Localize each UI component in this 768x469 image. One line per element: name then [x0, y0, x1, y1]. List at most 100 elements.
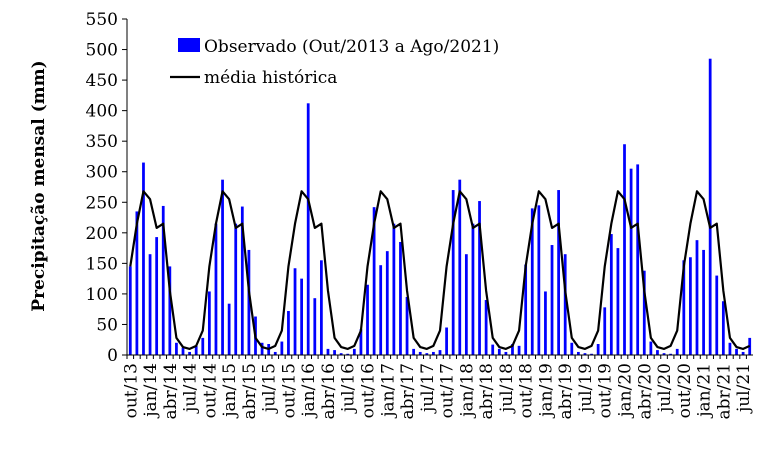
x-tick-label: jul/21 — [734, 363, 754, 414]
y-tick-label: 200 — [86, 224, 118, 244]
bar — [530, 208, 534, 355]
mean-line — [129, 190, 751, 350]
legend-label-observado: Observado (Out/2013 a Ago/2021) — [204, 37, 499, 57]
bar — [741, 351, 745, 355]
bar — [662, 353, 666, 355]
x-tick-label: out/19 — [596, 363, 616, 418]
bar — [464, 254, 468, 355]
x-tick-label: jan/16 — [299, 363, 319, 419]
bar — [537, 205, 541, 355]
bar — [207, 291, 211, 355]
bar — [227, 303, 231, 355]
bar — [432, 351, 435, 355]
x-tick-label: jan/18 — [457, 363, 477, 419]
x-tick-label: jul/16 — [339, 363, 359, 414]
x-tick-label: jan/20 — [616, 363, 636, 419]
x-tick-label: jan/21 — [695, 363, 715, 419]
bar — [649, 341, 653, 355]
bar — [352, 348, 356, 355]
bar — [603, 307, 607, 355]
bar — [214, 223, 218, 355]
x-tick-label: jan/15 — [220, 363, 240, 419]
bar — [682, 260, 686, 355]
bar — [234, 223, 238, 355]
x-tick-label: out/15 — [279, 363, 299, 418]
bar — [570, 342, 574, 355]
bar — [702, 249, 705, 355]
bar — [669, 353, 673, 355]
y-axis-label: Precipitação mensal (mm) — [29, 60, 49, 311]
bar — [333, 350, 336, 355]
x-tick-label: abr/17 — [398, 363, 418, 420]
x-tick-label: abr/14 — [161, 363, 181, 420]
bar — [623, 144, 626, 355]
historical-mean-line — [129, 190, 751, 350]
bar — [636, 164, 640, 355]
bar — [675, 348, 679, 355]
bar — [721, 301, 725, 355]
x-tick-label: out/16 — [359, 363, 379, 418]
bar — [273, 351, 277, 355]
legend-swatch-observado — [178, 38, 200, 52]
bar — [392, 223, 396, 355]
bar — [715, 275, 719, 355]
x-tick-label: jan/14 — [141, 363, 161, 419]
x-tick-label: abr/18 — [477, 363, 497, 420]
legend-label-media: média histórica — [204, 68, 337, 88]
bar — [280, 341, 284, 355]
bar — [313, 298, 317, 355]
bar — [576, 351, 580, 355]
x-tick-label: abr/15 — [240, 363, 260, 420]
bar — [629, 168, 633, 355]
bar — [557, 190, 560, 355]
bar — [511, 344, 514, 355]
x-tick-label: jul/17 — [418, 363, 438, 414]
bar — [517, 345, 521, 355]
y-tick-label: 350 — [86, 132, 118, 152]
bar — [478, 201, 481, 355]
bar — [385, 251, 389, 355]
legend: Observado (Out/2013 a Ago/2021) média hi… — [170, 37, 499, 88]
bar — [616, 248, 620, 355]
x-tick-label: jan/19 — [536, 363, 556, 419]
bar — [148, 254, 152, 355]
bar — [366, 284, 369, 355]
bar — [590, 353, 593, 355]
bar — [418, 351, 422, 355]
bar — [326, 348, 330, 355]
bar — [201, 337, 205, 355]
bar — [550, 245, 554, 355]
x-tick-label: out/14 — [200, 363, 220, 418]
x-tick-label: jul/20 — [655, 363, 675, 414]
bar — [293, 268, 297, 355]
bar — [168, 266, 172, 355]
x-tick-label: jul/19 — [576, 363, 596, 414]
bar — [372, 207, 376, 355]
bar — [563, 254, 567, 355]
bar — [346, 353, 350, 355]
bar — [524, 264, 528, 355]
x-tick-label: out/20 — [675, 363, 695, 418]
bar — [161, 205, 165, 355]
bar — [405, 296, 409, 355]
bar — [135, 211, 139, 355]
bar — [642, 270, 646, 355]
x-tick-label: abr/21 — [714, 363, 734, 420]
bar — [320, 260, 323, 355]
bar — [155, 237, 159, 355]
bar — [194, 345, 198, 355]
bar — [695, 240, 699, 355]
bar — [438, 350, 442, 355]
y-tick-label: 400 — [86, 102, 118, 122]
bar — [445, 327, 448, 355]
bar — [728, 342, 732, 355]
y-tick-label: 500 — [86, 41, 118, 61]
bar — [689, 257, 692, 355]
bar — [484, 300, 488, 355]
bar — [609, 234, 613, 355]
bar — [247, 249, 251, 355]
bar — [491, 344, 495, 355]
x-tick-label: out/13 — [121, 363, 141, 418]
bar — [708, 58, 712, 355]
